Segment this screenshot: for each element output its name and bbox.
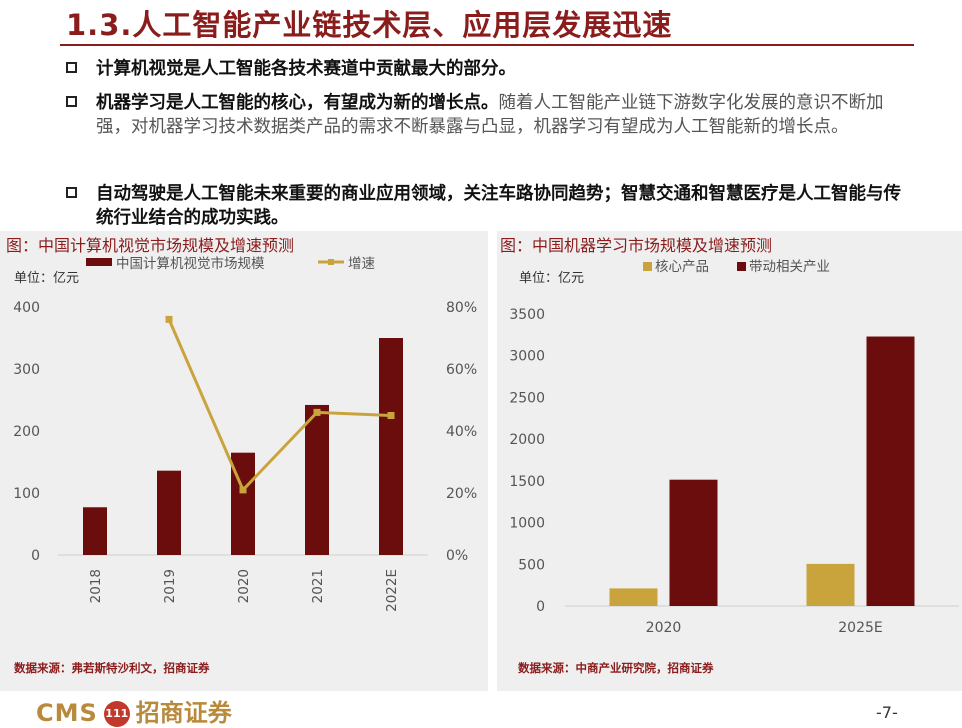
- logo-name-text: 招商证券: [135, 699, 232, 727]
- logo-badge-icon: 111: [103, 701, 130, 727]
- legend-swatch-bar: [86, 258, 112, 266]
- slide-title: 1.3.人工智能产业链技术层、应用层发展迅速: [66, 8, 673, 42]
- bar-cv-market: [83, 507, 107, 555]
- bullet-1: 计算机视觉是人工智能各技术赛道中贡献最大的部分。: [66, 57, 916, 81]
- x-tick-label: 2022E: [384, 569, 400, 612]
- cv-market-chart: 单位：亿元 中国计算机视觉市场规模 增速 0 100 200 300 400 0% 20% 40% 6…: [13, 255, 477, 612]
- unit-label-right: 单位：亿元: [519, 271, 584, 286]
- legend-swatch-related: [737, 262, 746, 271]
- y-tick-label: 0: [536, 599, 545, 615]
- x-tick-label: 2021: [310, 569, 326, 603]
- y-tick-label: 300: [13, 362, 40, 378]
- y2-tick-label: 80%: [446, 300, 477, 316]
- bullet-2: 机器学习是人工智能的核心，有望成为新的增长点。随着人工智能产业链下游数字化发展的…: [66, 91, 916, 139]
- y-tick-label: 3000: [509, 349, 545, 365]
- chart-caption-left: 图：中国计算机视觉市场规模及增速预测: [6, 236, 295, 255]
- legend-label-related: 带动相关产业: [749, 259, 830, 275]
- bar-core-product: [609, 588, 658, 606]
- growth-point: [313, 408, 321, 416]
- legend-label-line: 增速: [348, 256, 375, 272]
- y-tick-label: 1500: [509, 474, 545, 490]
- legend-label-bar: 中国计算机视觉市场规模: [116, 255, 265, 272]
- growth-point: [165, 315, 173, 323]
- y-tick-label: 3500: [509, 307, 545, 323]
- ml-market-chart: 单位：亿元 核心产品 带动相关产业 0 500 1000 1500 2000 2500 3000 3…: [509, 259, 959, 636]
- page-number: -7-: [876, 703, 898, 722]
- bar-core-product: [806, 563, 855, 606]
- y2-tick-label: 20%: [446, 486, 477, 502]
- bullet-3: 自动驾驶是人工智能未来重要的商业应用领域，关注车路协同趋势；智慧交通和智慧医疗是…: [66, 182, 916, 230]
- bar-related-industry: [669, 479, 718, 606]
- x-tick-label: 2025E: [838, 620, 882, 636]
- y-tick-label: 2500: [509, 390, 545, 406]
- growth-line: [167, 318, 392, 493]
- bullet-2-strong: 机器学习是人工智能的核心，有望成为新的增长点。: [96, 93, 499, 113]
- bar-cv-market: [157, 470, 181, 555]
- source-right: 数据来源：中商产业研究院，招商证券: [518, 661, 714, 675]
- checkbox-square-icon: [66, 96, 77, 107]
- source-left: 数据来源：弗若斯特沙利文，招商证券: [14, 661, 210, 675]
- legend-label-core: 核心产品: [655, 259, 709, 275]
- y-tick-label: 1000: [509, 516, 545, 532]
- y-tick-label: 0: [31, 548, 40, 564]
- cms-logo: CMS 111 招商证券: [36, 693, 232, 728]
- x-tick-label: 2019: [162, 569, 178, 603]
- y-tick-label: 400: [13, 300, 40, 316]
- y2-tick-label: 40%: [446, 424, 477, 440]
- logo-cms-text: CMS: [36, 699, 98, 727]
- y2-tick-label: 0%: [446, 548, 468, 564]
- y-tick-label: 200: [13, 424, 40, 440]
- bullet-2-rest: 随着人工智能产业链下游数字化发展的意识不断加强，对机器学习技术数据类产品的需求不…: [96, 93, 884, 137]
- growth-point: [239, 486, 247, 494]
- y2-tick-label: 60%: [446, 362, 477, 378]
- x-tick-label: 2018: [88, 569, 104, 603]
- title-divider: [60, 44, 914, 46]
- y-tick-label: 500: [518, 557, 545, 573]
- bullet-1-strong: 计算机视觉是人工智能各技术赛道中贡献最大的部分。: [96, 59, 516, 79]
- bullet-3-strong: 自动驾驶是人工智能未来重要的商业应用领域，关注车路协同趋势；智慧交通和智慧医疗是…: [96, 184, 901, 228]
- unit-label-left: 单位：亿元: [14, 271, 79, 286]
- x-tick-label: 2020: [646, 620, 682, 636]
- y-tick-label: 2000: [509, 432, 545, 448]
- growth-point: [387, 412, 395, 419]
- chart-caption-right: 图：中国机器学习市场规模及增速预测: [500, 236, 773, 255]
- bar-cv-market: [379, 338, 403, 555]
- bar-cv-market: [305, 404, 329, 555]
- checkbox-square-icon: [66, 62, 77, 73]
- legend-marker-line: [328, 259, 334, 265]
- y-tick-label: 100: [13, 486, 40, 502]
- x-tick-label: 2020: [236, 569, 252, 603]
- checkbox-square-icon: [66, 187, 77, 198]
- legend-swatch-core: [643, 262, 652, 271]
- bar-related-industry: [866, 336, 915, 606]
